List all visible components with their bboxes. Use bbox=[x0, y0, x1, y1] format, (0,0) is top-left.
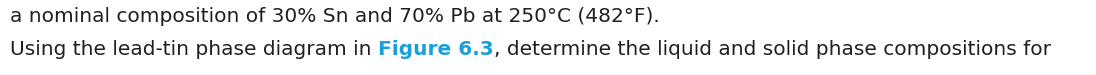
Text: , determine the liquid and solid phase compositions for: , determine the liquid and solid phase c… bbox=[493, 40, 1051, 59]
Text: Using the lead-tin phase diagram in: Using the lead-tin phase diagram in bbox=[10, 40, 378, 59]
Text: Figure 6.3: Figure 6.3 bbox=[378, 40, 493, 59]
Text: a nominal composition of 30% Sn and 70% Pb at 250°C (482°F).: a nominal composition of 30% Sn and 70% … bbox=[10, 7, 660, 26]
